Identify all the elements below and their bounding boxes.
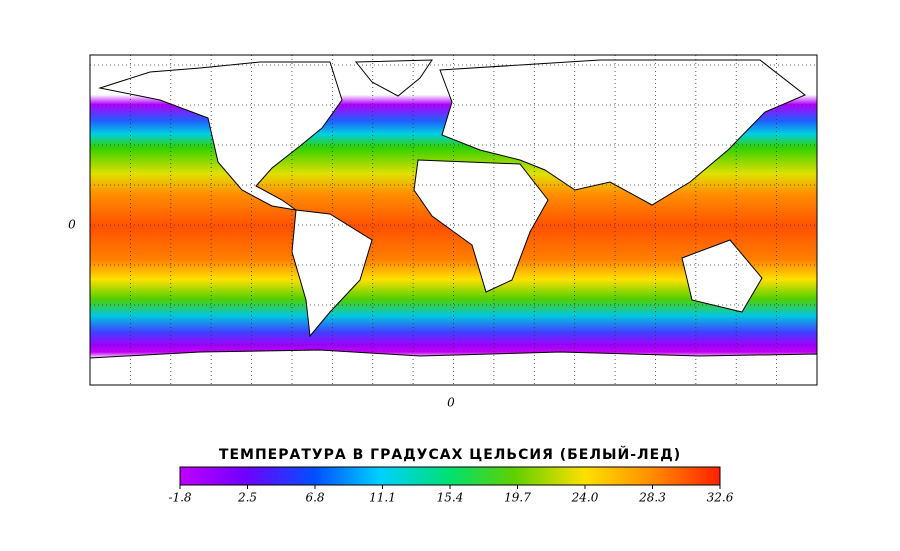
longitude-label: 0 [447, 396, 455, 410]
colorbar-title: ТЕМПЕРАТУРА В ГРАДУСАХ ЦЕЛЬСИЯ (БЕЛЫЙ-ЛЕ… [219, 446, 681, 463]
eurasia [439, 59, 806, 206]
map-frame [89, 54, 818, 386]
colorbar-tick-label: 32.6 [707, 491, 734, 505]
colorbar-tick-label: 15.4 [437, 491, 464, 505]
colorbar-tick-label: 2.5 [237, 491, 257, 505]
latitude-label: 0 [68, 218, 76, 232]
colorbar-tick-label: 19.7 [504, 491, 531, 505]
australia [681, 239, 763, 313]
colorbar [179, 466, 721, 486]
colorbar-tick-label: 6.8 [305, 491, 324, 505]
south-america [291, 209, 373, 338]
colorbar-tick-label: 24.0 [571, 491, 599, 505]
africa [413, 159, 549, 293]
colorbar-tick-label: -1.8 [168, 491, 192, 505]
colorbar-tick-label: 28.3 [638, 491, 666, 505]
north-america [98, 61, 343, 211]
map: 0 0 [68, 54, 818, 410]
colorbar-tick-label: 11.1 [369, 491, 396, 505]
greenland [354, 59, 433, 97]
